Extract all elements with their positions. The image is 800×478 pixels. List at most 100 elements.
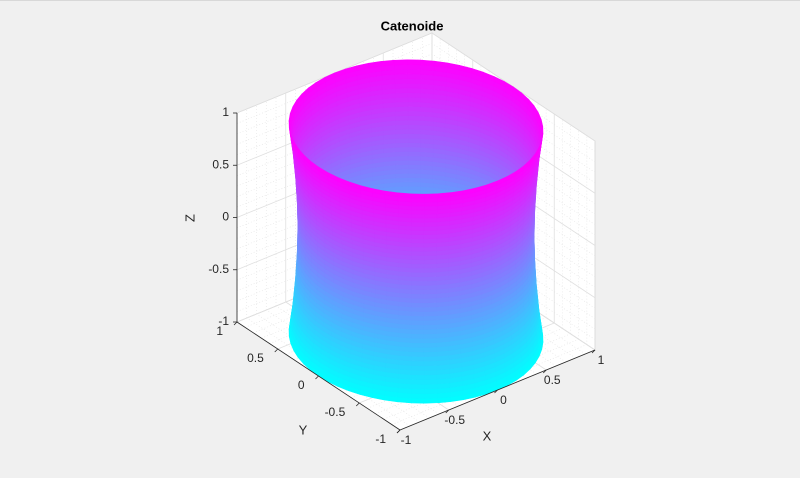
surface-facet bbox=[393, 59, 408, 66]
surface-facet bbox=[411, 267, 425, 273]
surface-facet bbox=[423, 225, 438, 231]
surface-facet bbox=[407, 73, 421, 80]
y-tick bbox=[274, 348, 279, 353]
surface-facet bbox=[420, 59, 435, 67]
surface-facet bbox=[411, 213, 425, 219]
y-tick-label: -0.5 bbox=[325, 405, 346, 419]
surface-facet bbox=[407, 64, 421, 70]
x-tick-label: 0 bbox=[500, 393, 507, 407]
surface-facet bbox=[411, 360, 425, 367]
surface-facet bbox=[407, 119, 421, 126]
surface-facet bbox=[395, 146, 409, 153]
surface-facet bbox=[411, 284, 425, 291]
surface-facet bbox=[411, 397, 425, 404]
surface-facet bbox=[411, 193, 425, 199]
surface-facet bbox=[411, 217, 425, 223]
surface-facet bbox=[423, 360, 438, 367]
surface-facet bbox=[423, 293, 437, 299]
surface-facet bbox=[407, 181, 421, 187]
surface-facet bbox=[411, 230, 425, 236]
surface-facet bbox=[423, 306, 437, 312]
surface-facet bbox=[423, 280, 437, 286]
surface-facet bbox=[423, 328, 437, 335]
surface-facet bbox=[424, 393, 439, 399]
surface-facet bbox=[407, 142, 421, 148]
surface-facet bbox=[380, 59, 395, 67]
surface-facet bbox=[423, 365, 438, 371]
z-tick-label: 1 bbox=[222, 105, 229, 119]
surface-facet bbox=[394, 92, 409, 98]
surface-facet bbox=[424, 383, 438, 390]
x-tick-label: -1 bbox=[401, 433, 412, 447]
surface-facet bbox=[395, 128, 409, 135]
surface-facet bbox=[395, 172, 409, 179]
surface-facet bbox=[423, 355, 438, 362]
surface-facet bbox=[407, 185, 421, 192]
surface-facet bbox=[407, 168, 421, 174]
axes: -1-0.500.51-1-0.500.51-1-0.500.51 bbox=[208, 105, 604, 447]
surface-facet bbox=[411, 315, 425, 321]
surface-facet bbox=[407, 106, 421, 112]
surface-facet bbox=[394, 87, 408, 94]
surface-facet bbox=[407, 78, 421, 84]
surface-facet bbox=[395, 159, 409, 166]
x-tick bbox=[542, 369, 547, 374]
surface-facet bbox=[394, 110, 409, 117]
y-tick-label: 0.5 bbox=[247, 351, 264, 365]
x-tick-label: 1 bbox=[598, 353, 605, 367]
surface-facet bbox=[411, 276, 425, 282]
surface-facet bbox=[411, 379, 425, 385]
surface-facet bbox=[395, 177, 409, 183]
y-tick-label: 1 bbox=[216, 324, 223, 338]
surface-facet bbox=[424, 388, 438, 395]
surface-facet bbox=[423, 351, 438, 357]
surface-facet bbox=[411, 333, 425, 339]
surface-facet bbox=[411, 388, 425, 395]
surface-facet bbox=[411, 346, 425, 353]
surface-facet bbox=[424, 374, 438, 380]
y-tick-label: 0 bbox=[298, 378, 305, 392]
surface-facet bbox=[394, 73, 408, 80]
surface-facet bbox=[395, 185, 409, 192]
x-tick-label: 0.5 bbox=[544, 373, 561, 387]
surface-facet bbox=[423, 229, 438, 236]
surface-facet bbox=[423, 250, 437, 256]
z-axis-label: Z bbox=[182, 214, 197, 222]
surface-facet bbox=[424, 369, 438, 376]
surface-facet bbox=[394, 106, 409, 112]
surface-facet bbox=[395, 137, 409, 144]
surface-facet bbox=[411, 328, 425, 335]
z-tick-label: 0.5 bbox=[212, 157, 229, 171]
grid-line bbox=[246, 317, 410, 427]
surface-facet bbox=[397, 192, 412, 199]
surface-facet bbox=[395, 133, 409, 139]
surface-facet bbox=[411, 342, 425, 348]
surface-facet bbox=[411, 271, 425, 278]
surface-facet bbox=[393, 64, 408, 70]
surface-facet bbox=[394, 101, 409, 108]
x-axis-label: X bbox=[483, 428, 492, 443]
surface-facet bbox=[411, 263, 425, 269]
surface-facet bbox=[407, 155, 421, 161]
surface-facet bbox=[423, 238, 438, 244]
surface-facet bbox=[407, 146, 421, 152]
y-tick-label: -1 bbox=[375, 432, 386, 446]
surface-facet bbox=[407, 137, 421, 144]
surface-facet bbox=[394, 68, 408, 75]
surface-facet bbox=[395, 142, 409, 148]
surface-facet bbox=[407, 115, 421, 121]
surface-facet bbox=[540, 133, 544, 145]
surface-facet bbox=[394, 115, 409, 121]
surface-facet bbox=[407, 101, 421, 107]
surface-facet bbox=[423, 315, 437, 321]
surface-facet bbox=[407, 124, 421, 130]
surface-facet bbox=[423, 297, 437, 304]
surface-facet bbox=[407, 87, 421, 94]
surface-facet bbox=[423, 246, 437, 252]
grid-line bbox=[256, 313, 420, 423]
grid-line bbox=[431, 43, 596, 152]
surface-facet bbox=[424, 217, 438, 223]
surface-facet bbox=[423, 271, 437, 278]
surface-facet bbox=[411, 209, 425, 215]
